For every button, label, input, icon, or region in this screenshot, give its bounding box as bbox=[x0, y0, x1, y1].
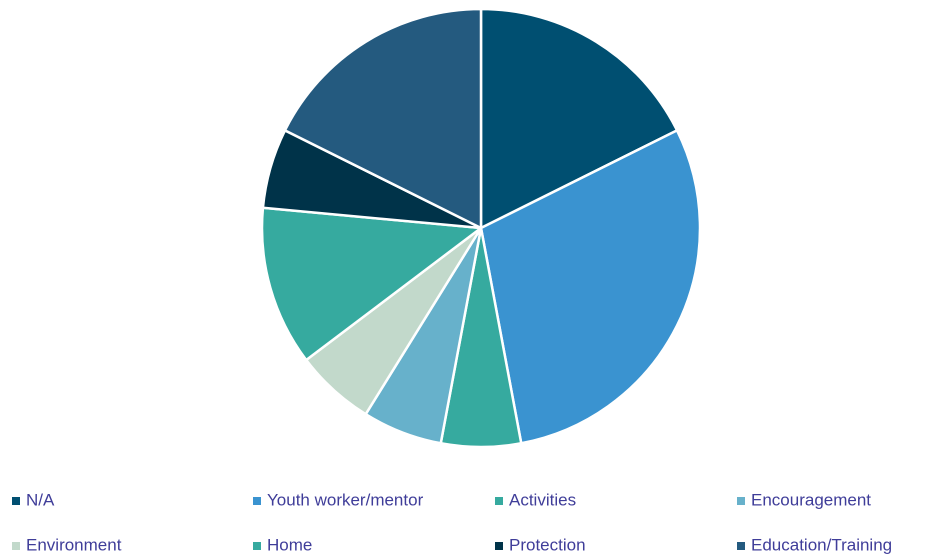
legend-swatch bbox=[737, 542, 745, 550]
pie-slice bbox=[479, 128, 702, 445]
legend-swatch bbox=[495, 497, 503, 505]
legend-label: Activities bbox=[509, 490, 576, 509]
legend-label: Youth worker/mentor bbox=[267, 490, 424, 509]
legend-label: Education/Training bbox=[751, 535, 892, 554]
legend-swatch bbox=[253, 497, 261, 505]
legend-label: N/A bbox=[26, 490, 55, 509]
legend-swatch bbox=[12, 542, 20, 550]
legend-label: Protection bbox=[509, 535, 586, 554]
legend-swatch bbox=[253, 542, 261, 550]
legend-swatch bbox=[495, 542, 503, 550]
legend-swatch bbox=[12, 497, 20, 505]
pie-slice bbox=[479, 7, 679, 231]
legend-label: Home bbox=[267, 535, 312, 554]
legend-label: Environment bbox=[26, 535, 122, 554]
legend-label: Encouragement bbox=[751, 490, 871, 509]
pie-slice bbox=[283, 7, 483, 231]
pie-slice bbox=[260, 206, 485, 362]
legend-swatch bbox=[737, 497, 745, 505]
